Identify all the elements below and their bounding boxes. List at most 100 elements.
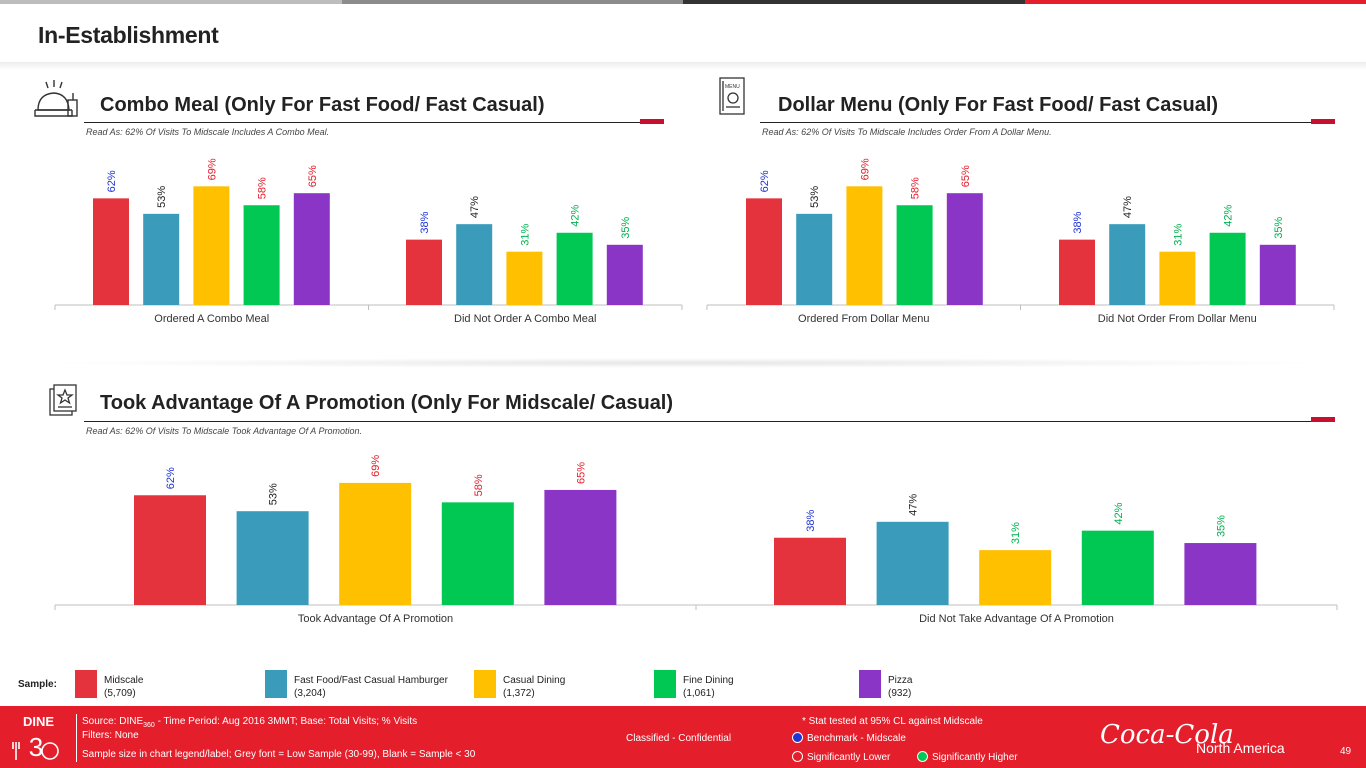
legend-sample-label: Sample: [18,679,57,690]
bar [1059,239,1095,305]
logo-number: 3 [29,732,43,762]
legend-size: (1,372) [503,688,535,699]
brand-region: North America [1196,740,1285,756]
bar [544,489,617,605]
footer-sample-note: Sample size in chart legend/label; Grey … [82,749,476,760]
category-label: Did Not Take Advantage Of A Promotion [919,613,1114,625]
page-title: In-Establishment [38,22,219,48]
bar [1259,244,1296,305]
promotion-icon [49,384,77,416]
data-label: 62% [759,170,771,192]
footer-filters: Filters: None [82,730,139,741]
legend-name: Fine Dining [683,675,734,686]
legend-size: (932) [888,688,912,699]
legend-swatch [75,670,97,698]
source-prefix: Source: DINE [82,716,144,727]
section-underline [84,122,664,123]
read-as-note: Read As: 62% Of Visits To Midscale Took … [86,426,362,436]
legend-name: Pizza [888,675,913,686]
data-label: 58% [910,177,922,199]
top-bar-segment [0,0,342,4]
data-label: 47% [908,494,920,516]
bar [846,186,883,305]
chart-combo-meal: Ordered A Combo Meal 62% 53% 69% 58% 65% Did N… [54,158,683,325]
footer-sig-higher: Significantly Higher [917,751,1018,763]
bar [796,213,833,305]
bar [339,482,412,605]
data-label: 47% [469,196,481,218]
bar [441,502,514,605]
data-label: 62% [165,467,177,489]
legend-name: Fast Food/Fast Casual Hamburger [294,675,448,686]
data-label: 38% [419,211,431,233]
bar [774,537,846,605]
sig-lower-label: Significantly Lower [807,752,891,763]
benchmark-circle-icon [792,732,803,743]
sig-higher-label: Significantly Higher [932,752,1018,763]
legend-size: (5,709) [104,688,136,699]
footer-benchmark: Benchmark - Midscale [792,732,906,744]
legend-swatch [654,670,676,698]
dining-cloche-icon [34,80,78,117]
bar [1081,530,1154,605]
bar [134,495,206,605]
data-label: 31% [519,223,531,245]
svg-text:MENU: MENU [725,84,740,90]
category-label: Ordered From Dollar Menu [798,313,929,325]
benchmark-label: Benchmark - Midscale [807,733,906,744]
data-label: 42% [570,205,582,227]
bar [506,251,543,305]
bar [406,239,442,305]
top-color-bar [0,0,1366,4]
bar [143,213,180,305]
menu-card-icon: MENU [719,77,745,115]
data-label: 47% [1122,196,1134,218]
bar [93,198,129,305]
top-bar-segment [683,0,1025,4]
chart-dollar-menu: Ordered From Dollar Menu 62% 53% 69% 58% 65% D… [706,158,1335,325]
data-label: 35% [620,217,632,239]
footer-source: Source: DINE360 - Time Period: Aug 2016 … [82,716,417,729]
bar [243,205,280,305]
bar [236,511,309,605]
category-label: Did Not Order A Combo Meal [454,313,596,325]
lower-circle-icon [792,751,803,762]
data-label: 53% [156,186,168,208]
read-as-note: Read As: 62% Of Visits To Midscale Inclu… [762,127,1052,137]
bar [193,186,230,305]
footer-divider [76,714,77,762]
bar [979,550,1052,605]
legend-name: Casual Dining [503,675,566,686]
page-number: 49 [1340,746,1352,757]
top-bar-segment [341,0,683,4]
data-label: 35% [1215,515,1227,537]
data-label: 69% [370,455,382,477]
data-label: 31% [1010,522,1022,544]
higher-circle-icon [917,751,928,762]
data-label: 65% [575,462,587,484]
bar [1159,251,1196,305]
data-label: 31% [1172,223,1184,245]
title-shadow [0,62,1366,70]
data-label: 69% [206,158,218,180]
data-label: 65% [307,165,319,187]
bar [746,198,782,305]
footer-stat-note: * Stat tested at 95% CL against Midscale [802,716,983,727]
dine360-logo: DINE 3 [12,714,59,762]
data-label: 38% [805,510,817,532]
data-label: 53% [809,186,821,208]
section-accent-tab [640,119,664,124]
bar [293,193,330,305]
legend-size: (1,061) [683,688,715,699]
bar [876,521,949,605]
bar [1109,224,1146,305]
legend-swatch [265,670,287,698]
bar [1209,232,1246,305]
data-label: 58% [257,177,269,199]
sample-legend: Sample: Midscale (5,709) Fast Food/Fast C… [0,668,1366,704]
bar [606,244,643,305]
section-underline [760,122,1335,123]
bar [456,224,493,305]
legend-size: (3,204) [294,688,326,699]
legend-swatch [859,670,881,698]
